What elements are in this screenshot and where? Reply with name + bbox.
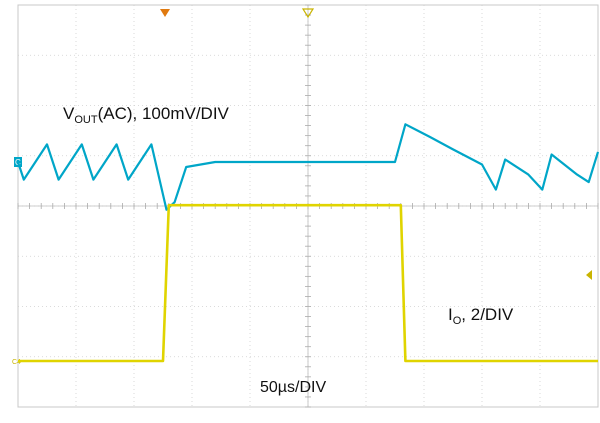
trigger-position-marker bbox=[160, 9, 170, 17]
vout-trace bbox=[16, 123, 600, 211]
ch4-ground-marker: C4 bbox=[12, 359, 21, 366]
time-scale-label: 50µs/DIV bbox=[260, 379, 326, 396]
time-reference-marker bbox=[301, 8, 315, 19]
io-label: IO, 2/DIV bbox=[448, 305, 514, 327]
trigger-level-marker bbox=[586, 270, 592, 280]
vout-label: VOUT(AC), 100mV/DIV bbox=[63, 104, 230, 126]
io-trace bbox=[18, 203, 598, 363]
